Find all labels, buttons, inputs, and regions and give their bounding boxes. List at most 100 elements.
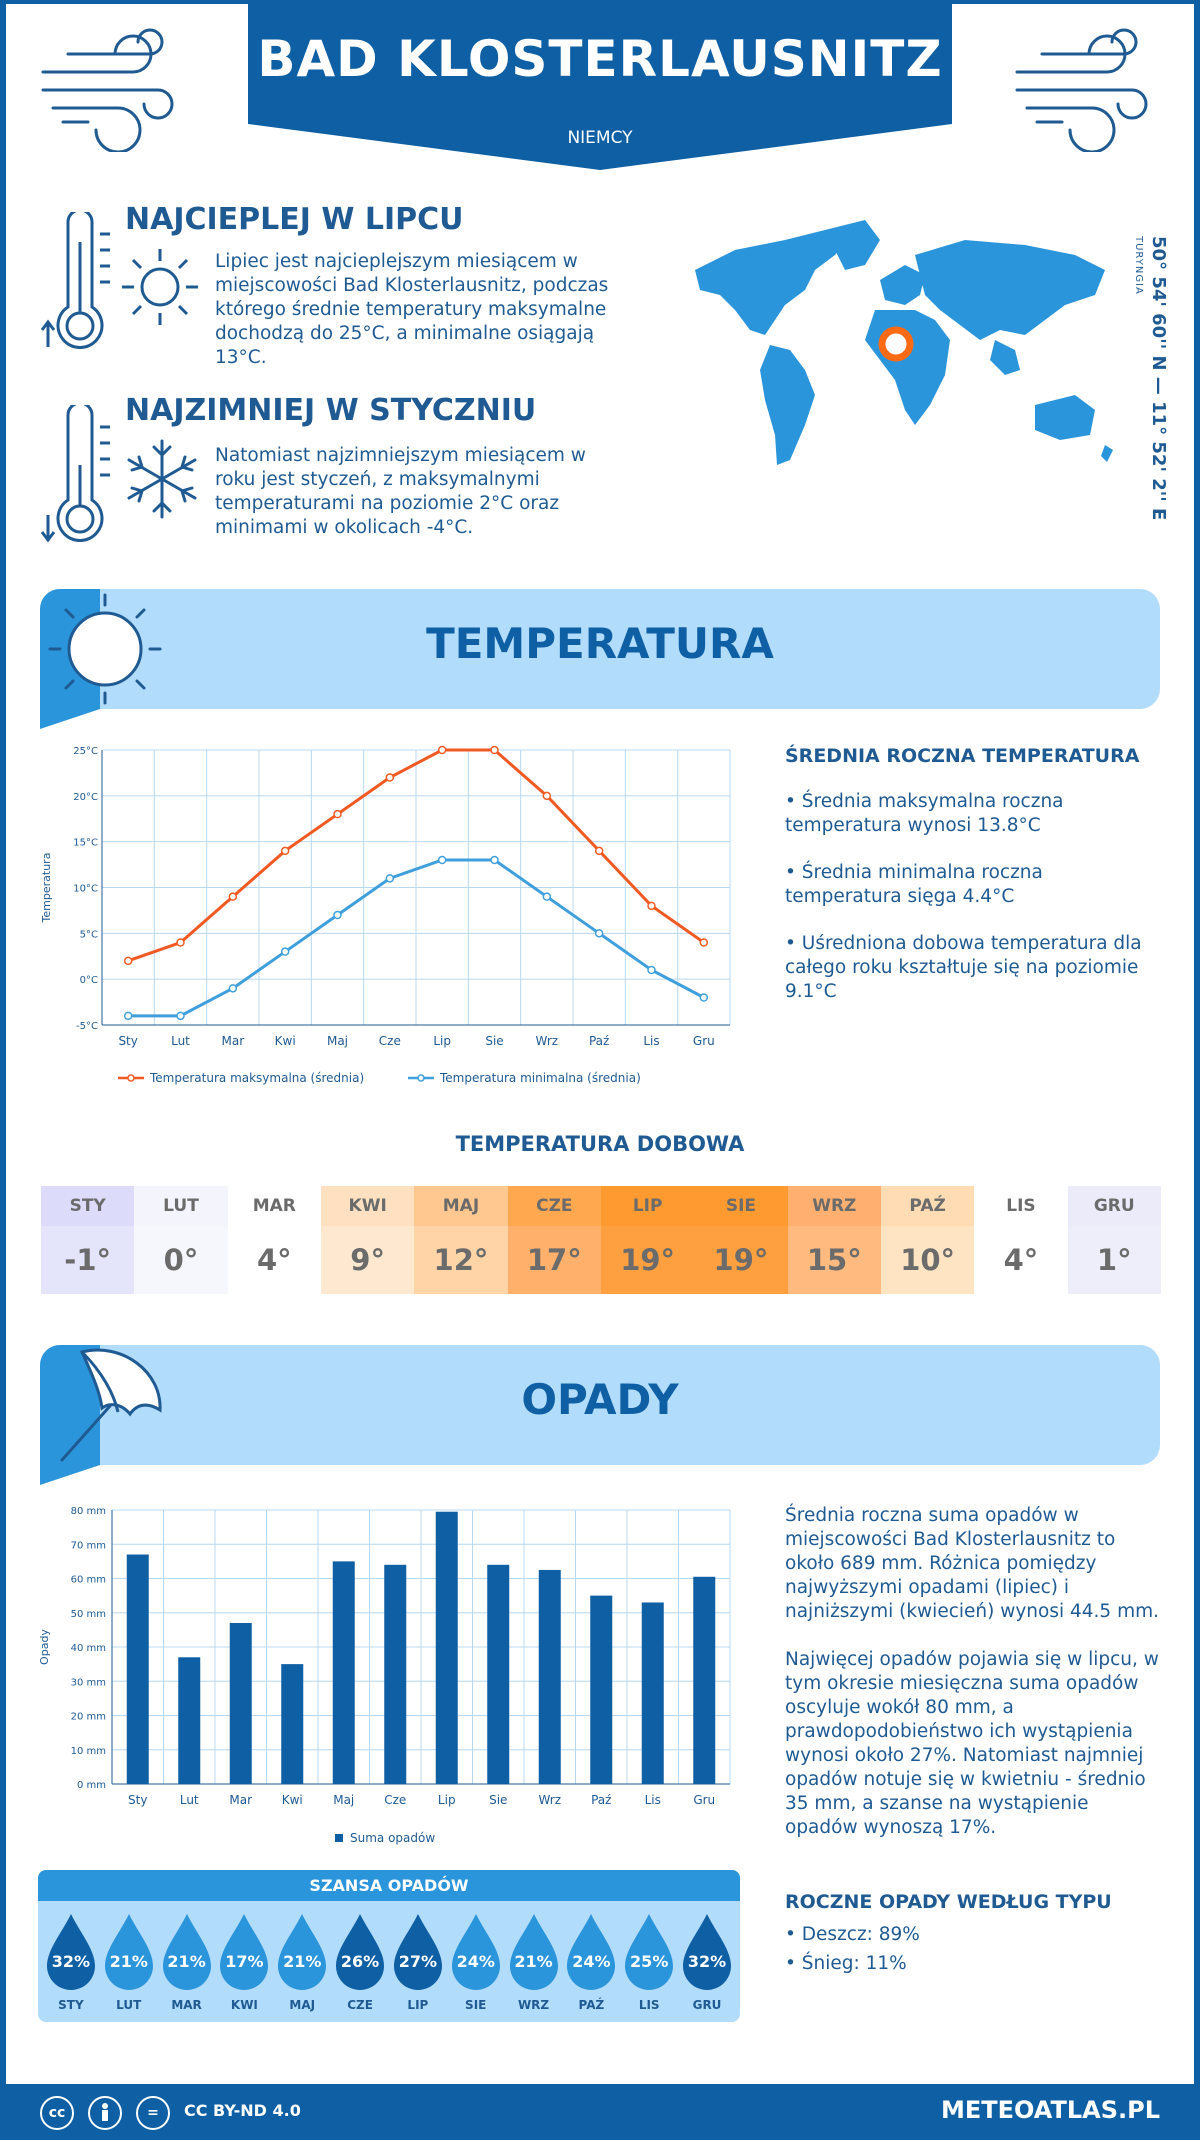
raindrop-icon bbox=[220, 1914, 269, 1990]
daily-temp-value: 0° bbox=[134, 1226, 228, 1294]
precip-chance-value: 21% bbox=[109, 1952, 148, 1971]
daily-temp-value: 19° bbox=[694, 1226, 788, 1294]
data-point bbox=[699, 993, 709, 1002]
month-label: LUT bbox=[116, 1998, 142, 2012]
precip-chance-item: 17% KWI bbox=[215, 1912, 273, 2017]
precip-chance-item: 21% MAJ bbox=[273, 1912, 331, 2017]
y-tick-label: 80 mm bbox=[71, 1506, 106, 1517]
raindrop-icon bbox=[47, 1914, 95, 1990]
month-label: LIP bbox=[407, 1998, 429, 2012]
cc-icon: cc bbox=[40, 2096, 74, 2130]
precip-chance-title: SZANSA OPADÓW bbox=[38, 1870, 740, 1901]
daily-temp-value: 10° bbox=[880, 1226, 975, 1294]
precip-chance-value: 21% bbox=[167, 1952, 206, 1971]
y-axis-title: Opady bbox=[38, 1629, 51, 1665]
x-tick-label: Gru bbox=[693, 1034, 715, 1048]
month-label: MAJ bbox=[289, 1998, 316, 2012]
raindrop-icon bbox=[509, 1914, 558, 1990]
y-tick-label: 25°C bbox=[73, 746, 98, 757]
data-point bbox=[490, 745, 499, 755]
data-point bbox=[176, 938, 185, 947]
warmest-text: Lipiec jest najcieplejszym miesiącem w m… bbox=[215, 251, 609, 368]
x-tick-label: Paź bbox=[589, 1034, 609, 1048]
precip-type-snow: • Śnieg: 11% bbox=[785, 1953, 907, 1974]
precip-chance-value: 32% bbox=[51, 1952, 91, 1971]
daily-temp-value: 4° bbox=[974, 1226, 1068, 1294]
attribution-icon bbox=[88, 2096, 122, 2130]
x-tick-label: Mar bbox=[222, 1034, 245, 1048]
raindrop-shape bbox=[336, 1914, 385, 1990]
data-point bbox=[228, 892, 238, 901]
bar bbox=[693, 1576, 716, 1784]
country-label: NIEMCY bbox=[567, 128, 633, 148]
wind-icon bbox=[41, 28, 174, 152]
license-label: CC BY-ND 4.0 bbox=[184, 2101, 301, 2120]
x-tick-label: Paź bbox=[591, 1793, 611, 1807]
data-point bbox=[437, 745, 447, 755]
precip-chance-item: 26% CZE bbox=[331, 1912, 389, 2017]
month-label: LIP bbox=[600, 1186, 695, 1226]
month-label: PAŹ bbox=[880, 1186, 975, 1226]
x-tick-label: Mar bbox=[229, 1793, 252, 1807]
raindrop-shape bbox=[162, 1914, 211, 1990]
precip-type-rain: • Deszcz: 89% bbox=[785, 1924, 920, 1945]
wind-icon bbox=[1015, 28, 1148, 152]
precip-chance-drops: 32% STY 21% LUT 21% MAR 17% KWI 21% MAJ 26% CZE 27% L… bbox=[38, 1912, 740, 2017]
precip-chance-value: 26% bbox=[340, 1952, 380, 1971]
data-point bbox=[699, 938, 709, 947]
daily-temp-value: 19° bbox=[600, 1226, 695, 1294]
y-tick-label: 15°C bbox=[73, 838, 98, 849]
precip-chance-value: 24% bbox=[572, 1952, 611, 1971]
precip-chance-value: 17% bbox=[225, 1952, 264, 1971]
data-point bbox=[542, 892, 552, 901]
city-title: BAD KLOSTERLAUSNITZ bbox=[257, 30, 943, 88]
site-link[interactable]: METEOATLAS.PL bbox=[940, 2096, 1160, 2124]
data-point bbox=[385, 874, 395, 883]
daily-temp-cell: MAR 4° bbox=[227, 1186, 321, 1294]
y-tick-label: 20 mm bbox=[71, 1712, 106, 1723]
x-tick-label: Cze bbox=[379, 1034, 401, 1048]
raindrop-icon bbox=[683, 1914, 732, 1990]
raindrop-shape bbox=[567, 1914, 616, 1990]
temperature-section-header: TEMPERATURA bbox=[40, 589, 1160, 729]
umbrella-icon bbox=[60, 1348, 162, 1462]
y-tick-label: 10 mm bbox=[71, 1746, 106, 1757]
y-tick-label: 40 mm bbox=[71, 1643, 106, 1654]
x-tick-label: Lut bbox=[171, 1034, 190, 1048]
sun-icon bbox=[48, 593, 162, 705]
x-tick-label: Maj bbox=[333, 1793, 354, 1807]
month-label: MAR bbox=[227, 1186, 321, 1226]
y-tick-label: 20°C bbox=[73, 792, 98, 803]
precip-chance-item: 21% MAR bbox=[158, 1912, 216, 2017]
precip-chance-item: 25% LIS bbox=[620, 1912, 678, 2017]
data-point bbox=[490, 855, 499, 865]
month-label: STY bbox=[58, 1998, 84, 2012]
raindrop-icon bbox=[451, 1914, 500, 1990]
y-tick-label: 70 mm bbox=[71, 1540, 106, 1551]
bar bbox=[590, 1595, 613, 1784]
legend-label: Suma opadów bbox=[350, 1831, 435, 1845]
data-point bbox=[594, 846, 604, 856]
month-label: GRU bbox=[692, 1998, 722, 2012]
legend-label: Temperatura maksymalna (średnia) bbox=[149, 1071, 364, 1085]
month-label: MAJ bbox=[414, 1186, 508, 1226]
raindrop-icon bbox=[104, 1914, 153, 1990]
month-label: LUT bbox=[134, 1186, 228, 1226]
data-point bbox=[542, 791, 552, 801]
coldest-title: NAJZIMNIEJ W STYCZNIU bbox=[125, 393, 537, 428]
thermometer-warm-icon bbox=[40, 212, 110, 349]
precip-chance-value: 24% bbox=[456, 1952, 495, 1971]
coldest-text: Natomiast najzimniejszym miesiącem w rok… bbox=[215, 445, 586, 538]
daily-temp-table: STY -1° LUT 0° MAR 4° KWI 9° MAJ 12° CZE 17° LIP 19° S… bbox=[41, 1186, 1161, 1294]
precip-chance-value: 21% bbox=[283, 1952, 322, 1971]
x-tick-label: Lip bbox=[433, 1034, 451, 1048]
data-point bbox=[228, 984, 238, 993]
series-line bbox=[127, 748, 705, 963]
daily-temp-cell: WRZ 15° bbox=[787, 1186, 881, 1294]
daily-temp-cell: STY -1° bbox=[41, 1186, 135, 1294]
x-tick-label: Kwi bbox=[282, 1793, 303, 1807]
legend-swatch bbox=[335, 1834, 343, 1842]
raindrop-shape bbox=[625, 1914, 674, 1990]
legend-marker bbox=[417, 1074, 425, 1082]
data-point bbox=[594, 929, 604, 938]
